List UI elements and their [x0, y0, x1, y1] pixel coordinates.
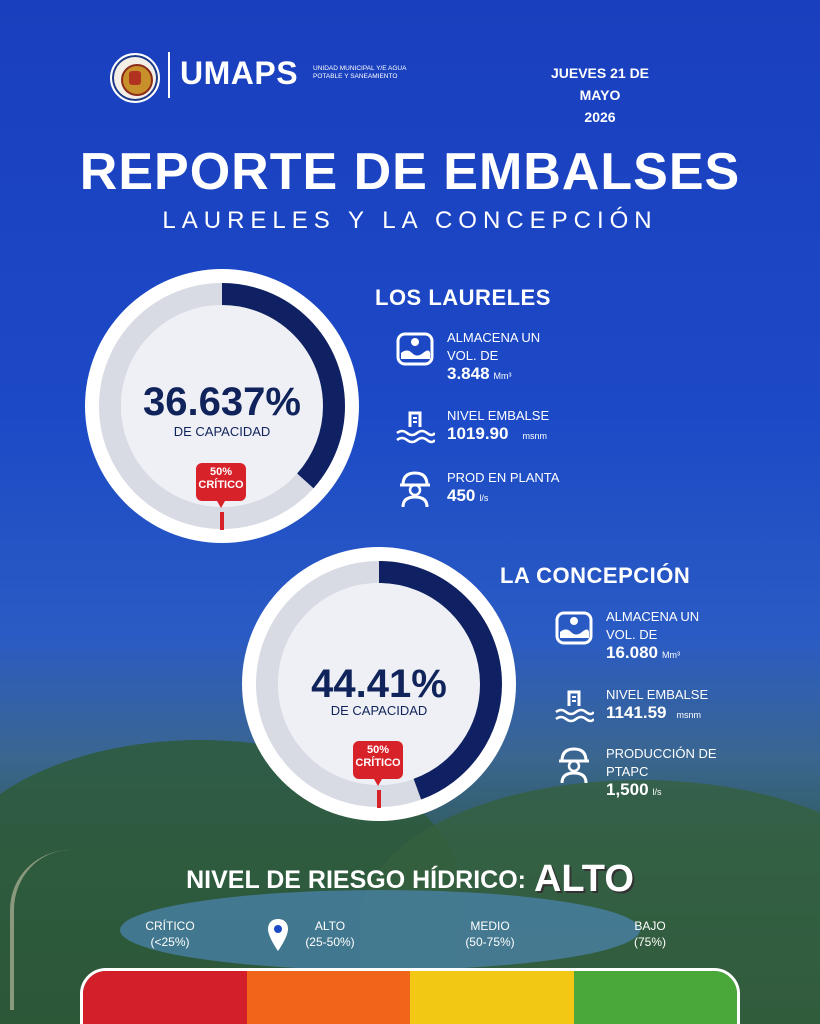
volume-label-line1: ALMACENA UN [606, 609, 700, 624]
legend-medio-name: MEDIO [470, 919, 510, 933]
legend-bajo: BAJO (75%) [590, 918, 710, 950]
page-title: REPORTE DE EMBALSES [79, 143, 741, 201]
production-value: 1,500 [606, 780, 649, 799]
critical-label: CRÍTICO [355, 757, 401, 769]
volume-value: 16.080 [606, 643, 658, 662]
production-label: PROD EN PLANTA [447, 470, 560, 485]
water-level-icon [396, 411, 435, 444]
gauge-fill-arc [256, 561, 502, 807]
worker-icon [400, 471, 430, 508]
laureles-gauge-ring [85, 269, 359, 543]
concepcion-capacity-gauge: 44.41% DE CAPACIDAD 50% CRÍTICO [240, 545, 518, 823]
laureles-capacity-label: DE CAPACIDAD [173, 424, 271, 439]
legend-critico-name: CRÍTICO [145, 919, 195, 933]
risk-color-bar [80, 968, 740, 1024]
umaps-logo-text: UMAPS [180, 55, 299, 91]
volume-value: 3.848 [447, 364, 490, 383]
date-weekday: JUEVES 21 DE MAYO [550, 65, 650, 103]
concepcion-capacity-label: DE CAPACIDAD [330, 703, 428, 718]
legend-alto-name: ALTO [314, 919, 346, 933]
reservoir-volume-icon [396, 332, 434, 366]
laureles-capacity-percent: 36.637% [143, 380, 301, 424]
laureles-capacity-gauge: 36.637% DE CAPACIDAD 50% CRÍTICO [83, 267, 361, 545]
legend-medio: MEDIO (50-75%) [430, 918, 550, 950]
gauge-inner-disc [278, 583, 480, 785]
laureles-critical-tick [220, 512, 224, 530]
concepcion-capacity-percent: 44.41% [311, 662, 447, 706]
location-pin-icon [268, 919, 288, 951]
page-subtitle: LAURELES Y LA CONCEPCIÓN [162, 207, 658, 234]
laureles-title: LOS LAURELES [375, 285, 551, 310]
laureles-volume-stat: ALMACENA UN VOL. DE 3.848 Mm³ [395, 329, 595, 389]
risk-segment-alto [246, 971, 410, 1024]
logo-divider [168, 52, 170, 98]
production-unit: l/s [652, 787, 662, 797]
production-label-line2: PTAPC [606, 764, 649, 779]
reservoir-volume-icon [555, 611, 593, 645]
critical-label: CRÍTICO [198, 479, 244, 491]
production-value: 450 [447, 486, 476, 505]
concepcion-level-stat: NIVEL EMBALSE 1141.59 msnm [554, 686, 774, 734]
laureles-level-stat: NIVEL EMBALSE 1019.90 msnm [395, 407, 595, 455]
level-label: NIVEL EMBALSE [447, 408, 550, 423]
laureles-production-stat: PROD EN PLANTA 450 l/s [395, 469, 595, 517]
level-value: 1141.59 [606, 703, 667, 722]
volume-label-line2: VOL. DE [447, 348, 499, 363]
critical-percent: 50% [209, 466, 233, 478]
municipal-seal-logo [110, 53, 160, 103]
legend-bajo-range: (75%) [633, 935, 666, 949]
volume-unit: Mm³ [662, 650, 680, 660]
level-label: NIVEL EMBALSE [606, 687, 709, 702]
volume-label-line2: VOL. DE [606, 627, 658, 642]
legend-alto: ALTO (25-50%) [270, 918, 390, 950]
gauge-fill-arc [99, 283, 345, 529]
concepcion-production-stat: PRODUCCIÓN DE PTAPC 1,500 l/s [554, 745, 774, 809]
concepcion-title: LA CONCEPCIÓN [500, 563, 691, 588]
concepcion-volume-stat: ALMACENA UN VOL. DE 16.080 Mm³ [554, 608, 754, 668]
concepcion-critical-tick [377, 790, 381, 808]
laureles-critical-marker: 50% CRÍTICO [196, 463, 246, 508]
production-unit: l/s [479, 493, 489, 503]
water-level-icon [555, 690, 594, 723]
gauge-inner-disc [121, 305, 323, 507]
concepcion-critical-marker: 50% CRÍTICO [353, 741, 403, 786]
report-date: JUEVES 21 DE MAYO 2026 [530, 62, 670, 128]
production-label-line1: PRODUCCIÓN DE [606, 746, 717, 761]
level-value: 1019.90 [447, 424, 509, 443]
legend-bajo-name: BAJO [634, 919, 666, 933]
level-unit: msnm [676, 710, 702, 720]
volume-label-line1: ALMACENA UN [447, 330, 541, 345]
umaps-logo-subtitle: UNIDAD MUNICIPAL Y/E AGUA POTABLE Y SANE… [313, 65, 407, 80]
risk-label: NIVEL DE RIESGO HÍDRICO: [186, 866, 526, 894]
legend-alto-range: (25-50%) [305, 935, 355, 949]
risk-level-value: ALTO [533, 858, 634, 900]
critical-percent: 50% [366, 744, 390, 756]
volume-unit: Mm³ [493, 371, 512, 381]
level-unit: msnm [522, 431, 547, 441]
risk-segment-bajo [573, 971, 737, 1024]
legend-critico-range: (<25%) [150, 935, 190, 949]
worker-icon [559, 747, 589, 784]
risk-segment-critico [83, 971, 247, 1024]
legend-medio-range: (50-75%) [465, 935, 515, 949]
legend-critico: CRÍTICO (<25%) [110, 918, 230, 950]
risk-level-heading: NIVEL DE RIESGO HÍDRICO: ALTO [0, 858, 820, 901]
date-year: 2026 [584, 109, 616, 125]
risk-segment-medio [410, 971, 574, 1024]
